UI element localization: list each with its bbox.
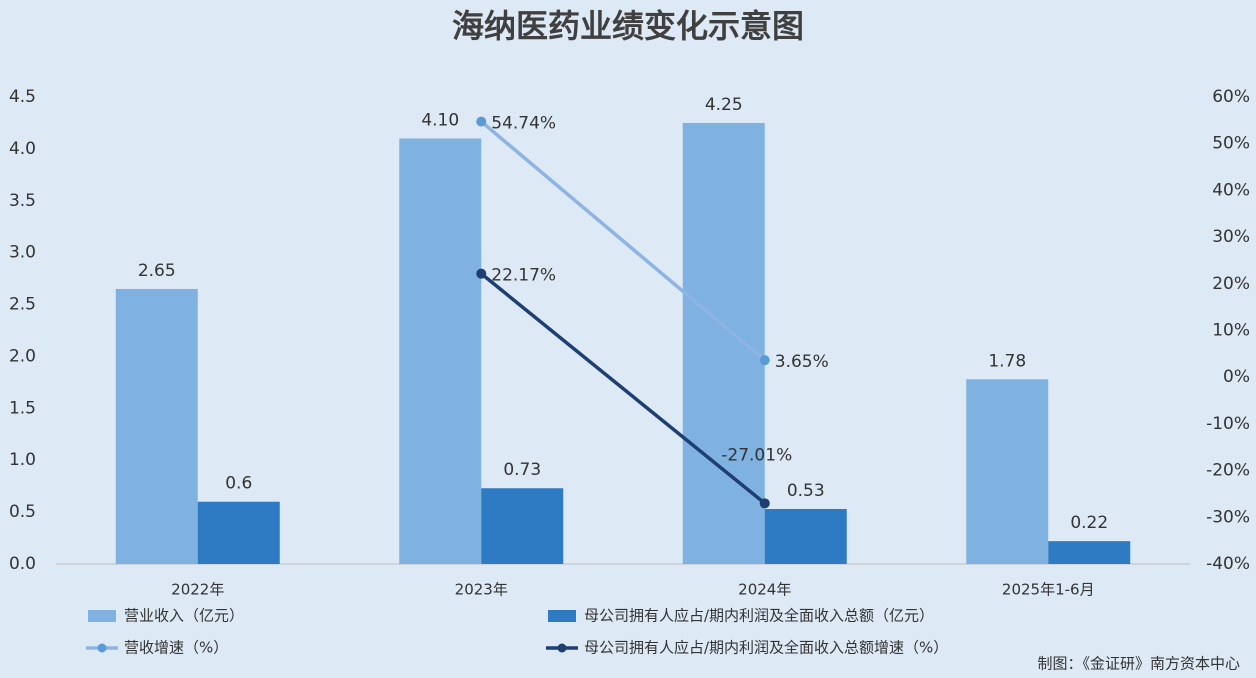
legend-marker xyxy=(97,643,107,653)
y2-tick-label: 40% xyxy=(1212,180,1250,200)
legend-marker xyxy=(557,643,567,653)
line-marker xyxy=(759,498,770,509)
y-tick-label: 2.5 xyxy=(9,295,36,315)
bar xyxy=(197,501,280,564)
bar-value-label: 4.10 xyxy=(421,111,459,131)
bar-value-label: 1.78 xyxy=(988,351,1026,371)
y2-tick-label: 10% xyxy=(1212,321,1250,341)
legend-swatch xyxy=(548,610,576,622)
legend-label: 营收增速（%） xyxy=(124,639,228,657)
x-tick-label: 2023年 xyxy=(455,581,508,599)
legend-swatch xyxy=(88,610,116,622)
x-tick-label: 2022年 xyxy=(171,581,224,599)
legend-label: 母公司拥有人应占/期内利润及全面收入总额（亿元） xyxy=(584,607,934,625)
line-marker xyxy=(476,116,487,127)
y-tick-label: 3.0 xyxy=(9,243,36,263)
y-tick-label: 1.5 xyxy=(9,398,36,418)
y-tick-label: 1.0 xyxy=(9,450,36,470)
line-value-label: 54.74% xyxy=(491,114,556,134)
y-tick-label: 2.0 xyxy=(9,346,36,366)
chart-title: 海纳医药业绩变化示意图 xyxy=(452,7,804,45)
y2-tick-label: 0% xyxy=(1223,367,1250,387)
bar xyxy=(399,138,482,564)
line xyxy=(480,120,766,362)
bar-value-label: 4.25 xyxy=(705,95,743,115)
x-tick-label: 2024年 xyxy=(738,581,791,599)
y-tick-label: 0.5 xyxy=(9,502,36,522)
y-tick-label: 3.5 xyxy=(9,191,36,211)
bar-value-label: 0.73 xyxy=(503,460,541,480)
line-value-label: 3.65% xyxy=(775,352,829,372)
y2-tick-label: -20% xyxy=(1206,461,1250,481)
bar-value-label: 0.6 xyxy=(225,474,252,494)
y-tick-label: 4.0 xyxy=(9,139,36,159)
legend-label: 营业收入（亿元） xyxy=(124,607,244,625)
y-tick-label: 0.0 xyxy=(9,554,36,574)
bar xyxy=(1048,541,1131,564)
y2-tick-label: 50% xyxy=(1212,134,1250,154)
y2-tick-label: -40% xyxy=(1206,554,1250,574)
line-marker xyxy=(476,268,487,279)
y-tick-label: 4.5 xyxy=(9,87,36,107)
bar-value-label: 2.65 xyxy=(138,261,176,281)
y2-tick-label: 20% xyxy=(1212,274,1250,294)
y2-tick-label: -30% xyxy=(1206,507,1250,527)
y2-tick-label: 60% xyxy=(1212,87,1250,107)
legend-label: 母公司拥有人应占/期内利润及全面收入总额增速（%） xyxy=(584,639,948,657)
line-marker xyxy=(759,355,770,366)
bar xyxy=(764,508,847,564)
x-tick-label: 2025年1-6月 xyxy=(1002,581,1095,599)
y2-tick-label: 30% xyxy=(1212,227,1250,247)
y2-tick-label: -10% xyxy=(1206,414,1250,434)
bar xyxy=(481,488,564,564)
line xyxy=(480,272,766,505)
source-note: 制图：《金证研》南方资本中心 xyxy=(1037,655,1240,673)
line-value-label: -27.01% xyxy=(721,445,792,465)
line-value-label: 22.17% xyxy=(491,266,556,286)
bar xyxy=(966,379,1049,564)
bar-value-label: 0.53 xyxy=(787,481,825,501)
bar xyxy=(682,122,765,564)
bar xyxy=(115,288,198,564)
bar-value-label: 0.22 xyxy=(1070,513,1108,533)
